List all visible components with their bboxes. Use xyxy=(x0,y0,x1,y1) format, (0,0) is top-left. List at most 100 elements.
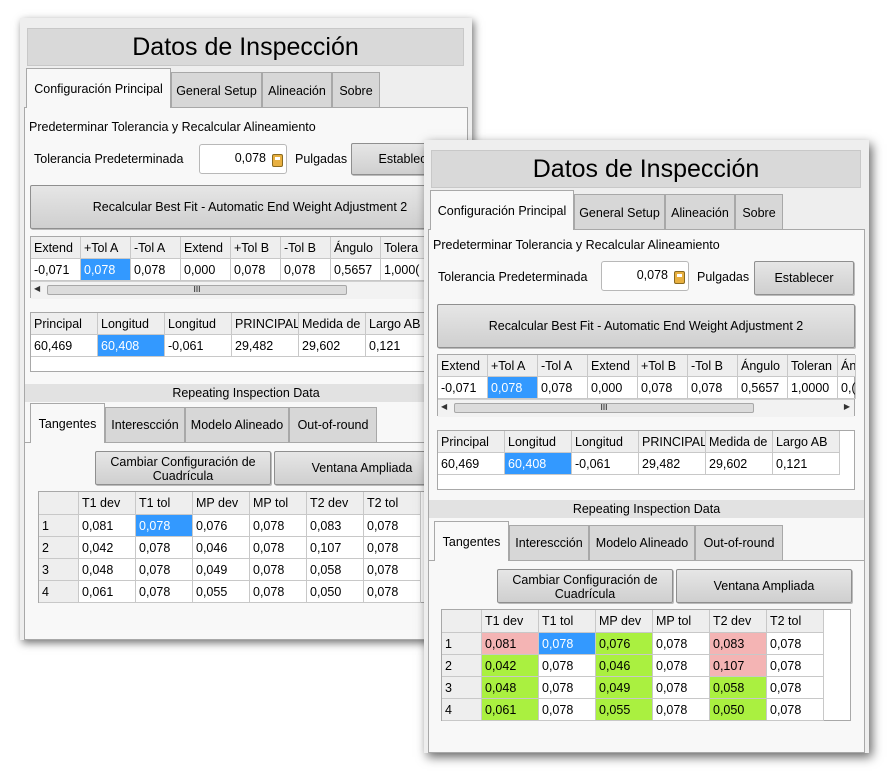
table-cell-selected[interactable]: 0,078 xyxy=(488,377,538,399)
scroll-thumb[interactable]: III xyxy=(454,403,754,413)
table-cell[interactable]: 0,078 xyxy=(653,655,710,677)
table-cell-selected[interactable]: 0,078 xyxy=(539,633,596,655)
table-row[interactable]: 3 0,048 0,078 0,049 0,078 0,058 0,078 xyxy=(39,559,459,581)
table-cell[interactable]: 0,000 xyxy=(588,377,638,399)
table-cell-in-tolerance[interactable]: 0,058 xyxy=(710,677,767,699)
tolerance-table[interactable]: Extend +Tol A -Tol A Extend +Tol B -Tol … xyxy=(437,354,856,417)
table-cell-selected[interactable]: 60,408 xyxy=(505,453,572,475)
scroll-left-icon[interactable]: ◀ xyxy=(441,402,448,411)
table-cell[interactable]: -0,061 xyxy=(165,335,232,357)
table-cell[interactable]: 0,078 xyxy=(364,581,421,603)
table-cell-out-of-tolerance[interactable]: 0,107 xyxy=(710,655,767,677)
calculator-icon[interactable] xyxy=(674,271,685,284)
table-cell[interactable]: 29,602 xyxy=(299,335,366,357)
horizontal-scrollbar[interactable]: ◀ III ▶ xyxy=(438,399,854,417)
table-cell[interactable]: 0,5657 xyxy=(738,377,788,399)
recalc-button[interactable]: Recalcular Best Fit - Automatic End Weig… xyxy=(437,304,855,348)
tab-sobre[interactable]: Sobre xyxy=(735,194,783,230)
table-cell[interactable]: 0,042 xyxy=(79,537,136,559)
tab-modelo-alineado[interactable]: Modelo Alineado xyxy=(185,407,289,443)
table-cell[interactable]: 0,078 xyxy=(767,699,824,721)
table-cell[interactable]: 0,121 xyxy=(773,453,840,475)
table-cell[interactable]: 0,078 xyxy=(767,633,824,655)
table-cell-in-tolerance[interactable]: 0,042 xyxy=(482,655,539,677)
tab-alineacion[interactable]: Alineación xyxy=(665,194,735,230)
table-cell[interactable]: 29,482 xyxy=(232,335,299,357)
table-row[interactable]: 1 0,081 0,078 0,076 0,078 0,083 0,078 xyxy=(442,633,852,655)
table-cell[interactable]: 29,482 xyxy=(639,453,706,475)
table-cell[interactable]: 0,000 xyxy=(181,259,231,281)
table-cell[interactable]: 0,049 xyxy=(193,559,250,581)
table-cell-in-tolerance[interactable]: 0,046 xyxy=(596,655,653,677)
tab-general-setup[interactable]: General Setup xyxy=(171,72,262,108)
table-cell[interactable]: 0,107 xyxy=(307,537,364,559)
tab-general-setup[interactable]: General Setup xyxy=(574,194,665,230)
table-cell[interactable]: 0,048 xyxy=(79,559,136,581)
table-cell[interactable]: 0,083 xyxy=(307,515,364,537)
tab-out-of-round[interactable]: Out-of-round xyxy=(289,407,377,443)
table-cell[interactable]: 0,078 xyxy=(231,259,281,281)
table-cell[interactable]: 0,050 xyxy=(307,581,364,603)
table-cell[interactable]: -0,071 xyxy=(31,259,81,281)
table-cell[interactable]: 1,0000 xyxy=(788,377,838,399)
table-cell-in-tolerance[interactable]: 0,048 xyxy=(482,677,539,699)
table-cell[interactable]: 0,078 xyxy=(131,259,181,281)
table-cell[interactable]: 0,078 xyxy=(638,377,688,399)
calculator-icon[interactable] xyxy=(272,154,283,167)
table-cell[interactable]: -0,071 xyxy=(438,377,488,399)
table-cell[interactable]: 0,078 xyxy=(364,559,421,581)
table-row[interactable]: 3 0,048 0,078 0,049 0,078 0,058 0,078 xyxy=(442,677,852,699)
table-cell[interactable]: 0,078 xyxy=(250,559,307,581)
table-cell-in-tolerance[interactable]: 0,061 xyxy=(482,699,539,721)
tolerance-input[interactable]: 0,078 xyxy=(199,144,287,174)
table-cell[interactable]: 0,078 xyxy=(539,677,596,699)
table-cell[interactable]: 0,121 xyxy=(366,335,433,357)
tab-tangentes[interactable]: Tangentes xyxy=(30,403,105,443)
table-cell[interactable]: 0,078 xyxy=(250,581,307,603)
scroll-right-icon[interactable]: ▶ xyxy=(843,402,850,411)
table-cell[interactable]: 0,058 xyxy=(307,559,364,581)
table-cell[interactable]: 0,078 xyxy=(688,377,738,399)
table-cell[interactable]: 0,055 xyxy=(193,581,250,603)
table-row[interactable]: -0,071 0,078 0,078 0,000 0,078 0,078 0,5… xyxy=(438,377,856,399)
table-cell[interactable]: 0,078 xyxy=(539,699,596,721)
expand-window-button[interactable]: Ventana Ampliada xyxy=(274,451,450,485)
scroll-thumb[interactable]: III xyxy=(47,285,347,295)
table-cell[interactable]: -0,061 xyxy=(572,453,639,475)
tolerance-table[interactable]: Extend +Tol A -Tol A Extend +Tol B -Tol … xyxy=(30,236,471,299)
scroll-left-icon[interactable]: ◀ xyxy=(34,284,41,293)
table-cell[interactable]: 0,078 xyxy=(653,677,710,699)
table-cell-selected[interactable]: 0,078 xyxy=(136,515,193,537)
table-row[interactable]: -0,071 0,078 0,078 0,000 0,078 0,078 0,5… xyxy=(31,259,471,281)
table-row[interactable]: 60,469 60,408 -0,061 29,482 29,602 0,121 xyxy=(438,453,856,475)
table-cell[interactable]: 0,078 xyxy=(653,633,710,655)
table-cell-in-tolerance[interactable]: 0,049 xyxy=(596,677,653,699)
table-cell[interactable]: 0,078 xyxy=(136,581,193,603)
recalc-button[interactable]: Recalcular Best Fit - Automatic End Weig… xyxy=(30,185,470,229)
tangents-table[interactable]: T1 dev T1 tol MP dev MP tol T2 dev T2 to… xyxy=(38,491,458,603)
tangents-table[interactable]: T1 dev T1 tol MP dev MP tol T2 dev T2 to… xyxy=(441,609,851,721)
table-cell[interactable]: 0,046 xyxy=(193,537,250,559)
table-cell[interactable]: 0,078 xyxy=(767,677,824,699)
expand-window-button[interactable]: Ventana Ampliada xyxy=(676,569,852,603)
table-cell[interactable]: 0,078 xyxy=(767,655,824,677)
table-cell[interactable]: 0,078 xyxy=(364,515,421,537)
table-cell[interactable]: 0,078 xyxy=(136,537,193,559)
table-row[interactable]: 4 0,061 0,078 0,055 0,078 0,050 0,078 xyxy=(442,699,852,721)
table-cell[interactable]: 29,602 xyxy=(706,453,773,475)
tab-out-of-round[interactable]: Out-of-round xyxy=(695,525,783,561)
table-cell[interactable]: 0,078 xyxy=(281,259,331,281)
tab-sobre[interactable]: Sobre xyxy=(332,72,380,108)
table-row[interactable]: 2 0,042 0,078 0,046 0,078 0,107 0,078 xyxy=(39,537,459,559)
table-cell[interactable]: 0,078 xyxy=(364,537,421,559)
table-cell[interactable]: 0,061 xyxy=(79,581,136,603)
table-cell[interactable]: 0,078 xyxy=(250,537,307,559)
table-cell[interactable]: 0,078 xyxy=(250,515,307,537)
set-button[interactable]: Establecer xyxy=(754,261,854,295)
summary-table[interactable]: Principal Longitud Longitud PRINCIPAL Me… xyxy=(30,312,438,372)
tab-tangentes[interactable]: Tangentes xyxy=(434,521,509,561)
table-cell[interactable]: 0,078 xyxy=(653,699,710,721)
table-cell-in-tolerance[interactable]: 0,050 xyxy=(710,699,767,721)
table-cell[interactable]: 60,469 xyxy=(31,335,98,357)
summary-table[interactable]: Principal Longitud Longitud PRINCIPAL Me… xyxy=(437,430,855,490)
